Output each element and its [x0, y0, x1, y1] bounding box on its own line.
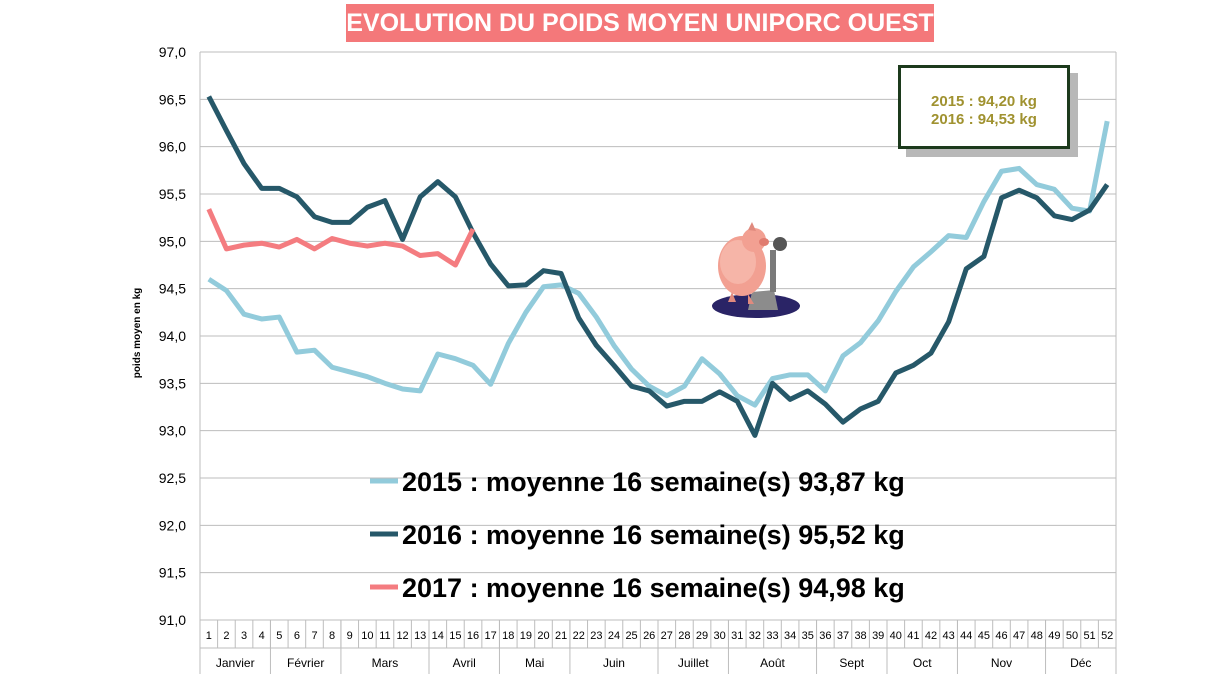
month-label: Juillet: [678, 656, 709, 670]
month-label: Août: [760, 656, 785, 670]
x-tick-label: 27: [661, 630, 673, 642]
x-tick-label: 33: [766, 630, 778, 642]
x-tick-label: 23: [590, 630, 602, 642]
x-tick-label: 8: [329, 630, 335, 642]
annotation-2016: 2016 : 94,53 kg: [931, 111, 1037, 128]
x-tick-label: 28: [678, 630, 690, 642]
x-tick-label: 7: [311, 630, 317, 642]
month-label: Avril: [453, 656, 476, 670]
series-line-2: [206, 95, 1110, 438]
y-tick-label: 96,5: [159, 91, 186, 107]
x-tick-label: 35: [802, 630, 814, 642]
x-tick-label: 5: [276, 630, 282, 642]
y-tick-label: 91,5: [159, 565, 186, 581]
x-tick-label: 52: [1101, 630, 1113, 642]
x-tick-label: 36: [819, 630, 831, 642]
x-tick-label: 20: [537, 630, 549, 642]
chart-title: EVOLUTION DU POIDS MOYEN UNIPORC OUEST: [346, 4, 934, 42]
x-tick-label: 6: [294, 630, 300, 642]
x-tick-label: 10: [361, 630, 373, 642]
x-tick-label: 50: [1066, 630, 1078, 642]
x-tick-label: 4: [259, 630, 265, 642]
month-label: Oct: [913, 656, 932, 670]
series-line-3: [206, 208, 476, 268]
x-tick-label: 3: [241, 630, 247, 642]
month-label: Février: [287, 656, 324, 670]
x-tick-label: 11: [379, 630, 390, 642]
x-tick-label: 9: [347, 630, 353, 642]
x-tick-label: 40: [890, 630, 902, 642]
x-tick-label: 14: [432, 630, 444, 642]
series-line-1: [207, 120, 1110, 408]
y-tick-label: 97,0: [159, 44, 186, 60]
x-tick-label: 12: [396, 630, 408, 642]
gridlines: [199, 51, 1117, 621]
y-tick-label: 93,0: [159, 423, 186, 439]
x-tick-label: 2: [223, 630, 229, 642]
x-tick-label: 38: [854, 630, 866, 642]
x-tick-label: 32: [749, 630, 761, 642]
x-tick-label: 19: [520, 630, 532, 642]
x-tick-label: 31: [731, 630, 743, 642]
annotation-box: 2015 : 94,20 kg 2016 : 94,53 kg: [898, 65, 1070, 149]
y-tick-label: 95,5: [159, 186, 186, 202]
month-label: Déc: [1070, 656, 1091, 670]
x-tick-label: 43: [943, 630, 955, 642]
y-tick-labels: 91,0 91,5 92,0 92,5 93,0 93,5 94,0 94,5 95,0 95,5…: [159, 44, 186, 628]
legend-label-3: 2017 : moyenne 16 semaine(s) 94,98 kg: [402, 573, 905, 603]
legend-label-1: 2015 : moyenne 16 semaine(s) 93,87 kg: [402, 467, 905, 497]
month-label: Nov: [991, 656, 1012, 670]
x-tick-label: 45: [978, 630, 990, 642]
x-tick-label: 34: [784, 630, 796, 642]
x-tick-label: 37: [837, 630, 849, 642]
x-tick-label: 15: [449, 630, 461, 642]
month-label: Mars: [372, 656, 399, 670]
month-label: Mai: [525, 656, 544, 670]
y-tick-label: 95,0: [159, 233, 186, 249]
legend: 2015 : moyenne 16 semaine(s) 93,87 kg 201…: [370, 467, 905, 603]
pig-on-scale-icon: [708, 218, 804, 322]
x-tick-label: 44: [960, 630, 972, 642]
month-label: Juin: [603, 656, 625, 670]
series-lines: [206, 95, 1110, 438]
x-tick-label: 49: [1048, 630, 1060, 642]
y-tick-label: 93,5: [159, 375, 186, 391]
y-tick-label: 94,5: [159, 281, 186, 297]
x-tick-label: 46: [995, 630, 1007, 642]
y-tick-label: 92,0: [159, 517, 186, 533]
x-tick-label: 39: [872, 630, 884, 642]
x-tick-label: 29: [696, 630, 708, 642]
x-tick-label: 51: [1083, 630, 1095, 642]
annotation-2015: 2015 : 94,20 kg: [931, 93, 1037, 110]
y-axis-label: poids moyen en kg: [132, 288, 143, 379]
y-tick-label: 92,5: [159, 470, 186, 486]
x-tick-label: 24: [608, 630, 620, 642]
x-tick-label: 21: [555, 630, 567, 642]
x-tick-label: 47: [1013, 630, 1025, 642]
x-tick-label: 25: [625, 630, 637, 642]
y-tick-label: 94,0: [159, 328, 186, 344]
month-label: Janvier: [216, 656, 255, 670]
month-label: Sept: [839, 656, 864, 670]
x-tick-label: 26: [643, 630, 655, 642]
x-tick-label: 1: [206, 630, 212, 642]
x-tick-label: 16: [467, 630, 479, 642]
x-tick-label: 30: [714, 630, 726, 642]
y-tick-label: 96,0: [159, 139, 186, 155]
x-tick-label: 13: [414, 630, 426, 642]
x-axis: 1 2 3 4 5 6 7 8 9 10 11 12 13 14 15 16 17 18 19 20 21 22 23 24 2…: [199, 620, 1117, 674]
x-tick-label: 22: [573, 630, 585, 642]
x-tick-label: 17: [485, 630, 497, 642]
x-tick-label: 18: [502, 630, 514, 642]
y-tick-label: 91,0: [159, 612, 186, 628]
legend-label-2: 2016 : moyenne 16 semaine(s) 95,52 kg: [402, 520, 905, 550]
x-tick-label: 41: [907, 630, 919, 642]
x-tick-label: 42: [925, 630, 937, 642]
x-tick-label: 48: [1031, 630, 1043, 642]
